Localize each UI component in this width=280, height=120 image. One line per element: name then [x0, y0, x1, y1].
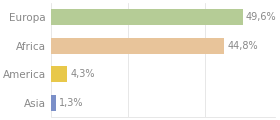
Bar [51, 9, 242, 25]
Bar [51, 38, 224, 54]
Bar [51, 95, 56, 111]
Bar [51, 66, 67, 82]
Text: 1,3%: 1,3% [59, 98, 83, 108]
Text: 49,6%: 49,6% [246, 12, 276, 22]
Text: 44,8%: 44,8% [227, 41, 258, 51]
Text: 4,3%: 4,3% [71, 69, 95, 79]
